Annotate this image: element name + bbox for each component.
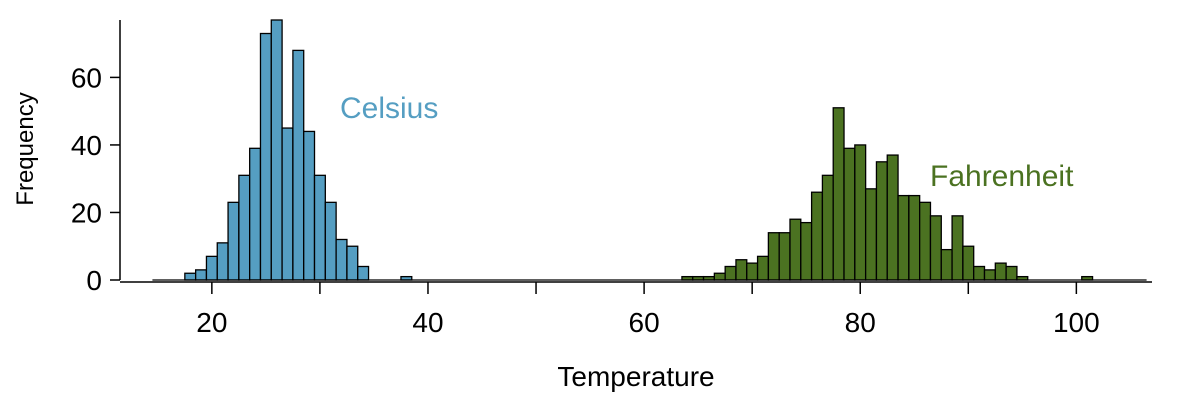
bar-fahrenheit-93 [994, 262, 1007, 281]
y-tick-label: 40 [71, 130, 102, 161]
fahrenheit-series-label: Fahrenheit [930, 160, 1074, 193]
x-tick-label: 100 [1053, 307, 1100, 338]
bar-celsius-31 [324, 201, 337, 281]
celsius-series-label: Celsius [340, 92, 438, 125]
bar-celsius-27 [281, 127, 294, 281]
fahrenheit-bars [681, 107, 1094, 281]
bar-fahrenheit-83 [886, 154, 899, 281]
x-axis-title: Temperature [557, 361, 714, 392]
bar-celsius-32 [335, 238, 348, 281]
x-tick-label: 60 [629, 307, 660, 338]
bar-celsius-29 [303, 130, 316, 281]
x-axis: 20 40 60 80 100 [120, 281, 1152, 338]
bar-fahrenheit-75 [800, 221, 813, 281]
bar-fahrenheit-84 [897, 194, 910, 281]
y-tick-label: 20 [71, 197, 102, 228]
bar-fahrenheit-76 [810, 191, 824, 281]
bar-celsius-25 [259, 32, 272, 281]
bar-fahrenheit-87 [929, 215, 942, 281]
bar-fahrenheit-92 [983, 269, 996, 281]
bar-fahrenheit-70 [746, 262, 759, 281]
celsius-bars [184, 19, 413, 281]
bar-celsius-18 [184, 272, 197, 281]
bar-fahrenheit-80 [854, 144, 867, 281]
bar-fahrenheit-69 [735, 259, 748, 281]
bar-celsius-19 [194, 269, 208, 281]
bar-fahrenheit-89 [951, 215, 964, 281]
bar-fahrenheit-85 [908, 194, 921, 281]
bar-celsius-33 [346, 245, 359, 281]
bar-fahrenheit-91 [973, 265, 986, 281]
bar-fahrenheit-88 [940, 248, 953, 281]
bar-fahrenheit-72 [767, 232, 780, 281]
bar-celsius-34 [357, 265, 370, 281]
y-axis-title: Frequency [12, 92, 39, 205]
bar-fahrenheit-82 [875, 161, 888, 281]
bar-fahrenheit-78 [832, 107, 845, 281]
bar-celsius-24 [249, 147, 262, 281]
x-tick-label: 20 [196, 307, 227, 338]
x-tick-label: 80 [845, 307, 876, 338]
x-tick-label: 40 [412, 307, 443, 338]
bar-fahrenheit-74 [789, 218, 802, 281]
bar-celsius-22 [227, 201, 240, 281]
bar-celsius-23 [238, 174, 251, 281]
bar-fahrenheit-71 [756, 255, 770, 281]
bar-fahrenheit-67 [713, 272, 726, 281]
bar-fahrenheit-90 [962, 245, 975, 281]
bar-fahrenheit-79 [843, 147, 856, 281]
bar-fahrenheit-94 [1005, 265, 1018, 281]
bar-fahrenheit-77 [821, 174, 834, 281]
bar-celsius-26 [270, 19, 283, 281]
bar-fahrenheit-81 [864, 188, 878, 281]
bar-fahrenheit-73 [778, 232, 791, 281]
bar-fahrenheit-86 [919, 201, 932, 281]
y-tick-label: 60 [71, 62, 102, 93]
bar-fahrenheit-68 [724, 265, 737, 281]
y-axis: 0 20 40 60 [71, 20, 121, 296]
bar-celsius-20 [205, 255, 218, 281]
bar-celsius-21 [216, 242, 229, 281]
y-tick-label: 0 [86, 265, 102, 296]
bar-celsius-28 [292, 49, 305, 281]
bar-celsius-30 [313, 174, 326, 281]
